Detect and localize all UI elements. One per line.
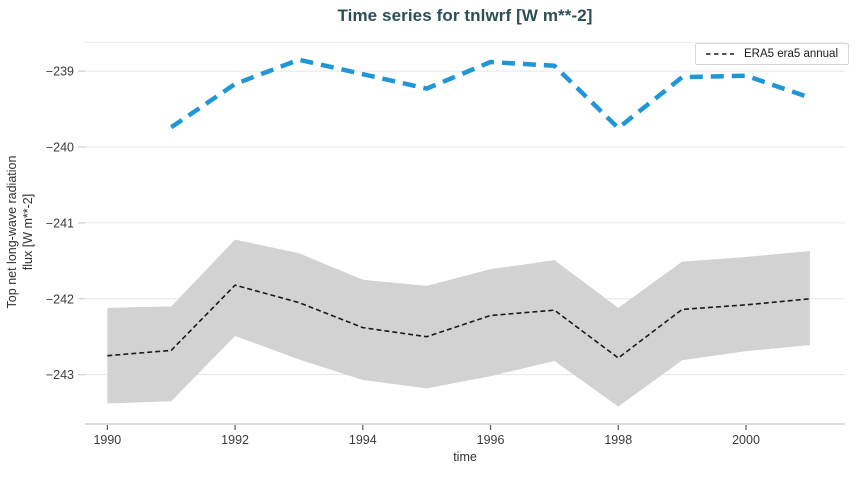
y-tick-label: −242 (46, 292, 74, 306)
x-tick-label: 1994 (349, 433, 377, 447)
x-tick-label: 1998 (604, 433, 632, 447)
y-tick-label: −239 (46, 65, 74, 79)
y-axis-title: Top net long-wave radiation flux [W m**-… (4, 155, 35, 309)
y-tick-label: −241 (46, 216, 74, 230)
x-tick-label: 1996 (477, 433, 505, 447)
legend-dashed-line-sample (706, 53, 735, 55)
x-tick-label: 1992 (221, 433, 249, 447)
era5-annual-dashed-line (107, 284, 810, 359)
y-tick-label: −243 (46, 368, 74, 382)
blue-dashed-line (169, 57, 811, 131)
legend-item-label: ERA5 era5 annual (744, 48, 838, 60)
uncertainty-band (107, 239, 810, 407)
x-tick-label: 1990 (93, 433, 121, 447)
legend-item-era5-annual[interactable]: ERA5 era5 annual (705, 48, 838, 60)
x-tick-label: 2000 (732, 433, 760, 447)
chart-title: Time series for tnlwrf [W m**-2] (337, 6, 593, 25)
x-axis-title: time (453, 450, 477, 464)
y-tick-label: −240 (46, 141, 74, 155)
legend: ERA5 era5 annual (695, 43, 849, 65)
